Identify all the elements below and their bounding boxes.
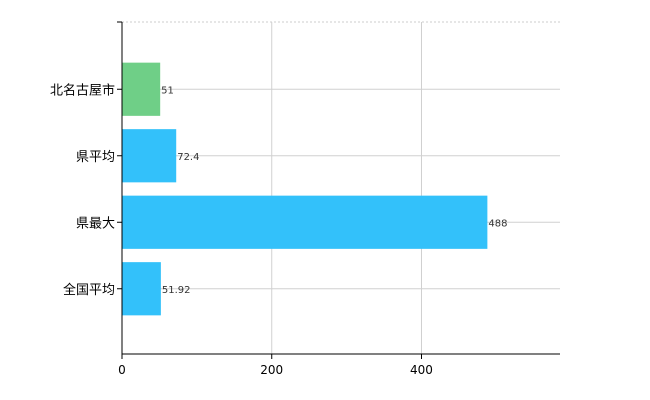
x-ticks-group: 0 200 400 [118,354,433,377]
category-label: 全国平均 [63,282,115,298]
category-label: 県平均 [76,150,115,165]
value-labels-group: 51 72.4 488 51.92 [161,85,507,296]
value-label: 51.92 [162,285,191,296]
value-label: 488 [488,218,507,229]
value-label: 51 [161,85,174,96]
value-label: 72.4 [177,152,199,163]
category-label: 県最大 [76,216,115,231]
x-tick-label: 400 [410,363,433,377]
x-tick-label: 0 [118,363,126,377]
bar-3 [122,262,161,316]
x-tick-label: 200 [260,363,283,377]
bars-group [122,62,488,316]
axes-group [117,21,560,355]
bar-2 [122,195,488,249]
bar-1 [122,129,177,183]
bar-0 [122,62,161,116]
grid-lines [122,21,560,354]
category-label: 北名古屋市 [50,82,115,98]
